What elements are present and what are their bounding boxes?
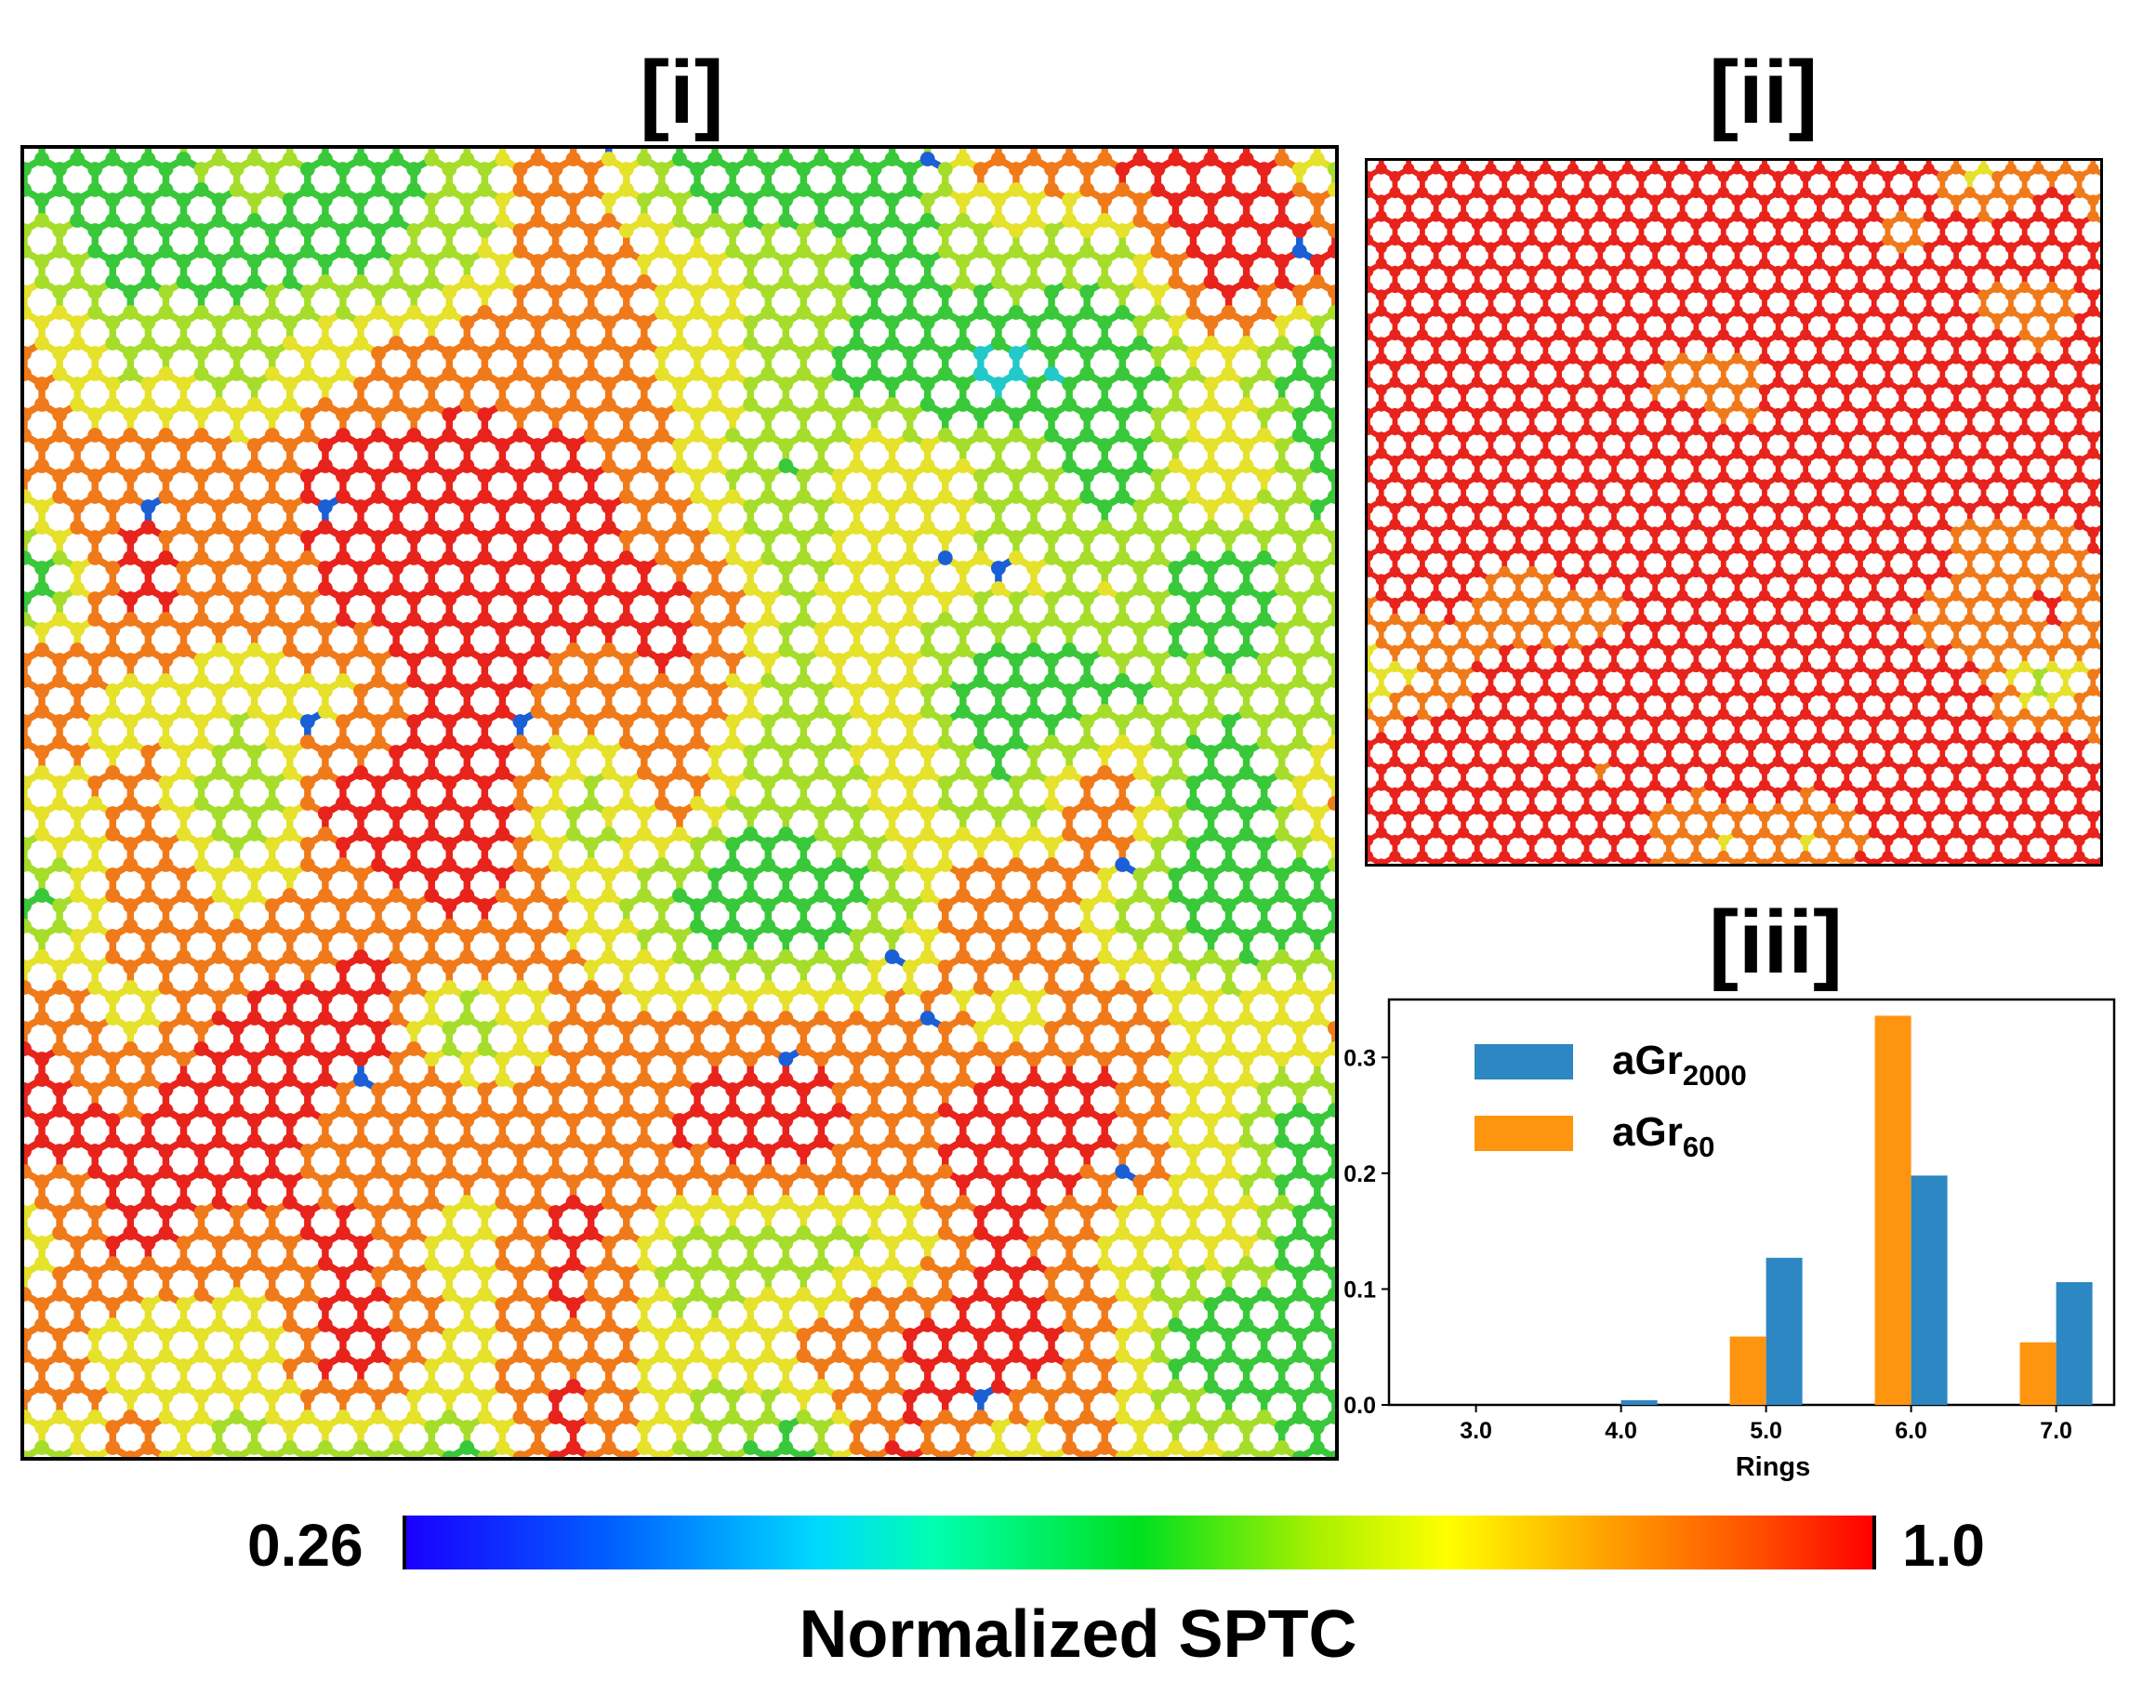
atom [34, 152, 49, 166]
atom [140, 152, 156, 166]
atom [530, 152, 546, 166]
atom [70, 152, 86, 166]
atom [158, 162, 174, 177]
atom [229, 162, 245, 177]
atom [336, 162, 351, 177]
panel-label-i: [i] [640, 43, 724, 142]
atom [371, 162, 386, 177]
atom [459, 152, 475, 166]
atom-layer [24, 152, 1335, 1457]
atom [424, 152, 440, 166]
atom [406, 162, 422, 177]
panel-label-ii: [ii] [1709, 43, 1819, 142]
atom [211, 152, 227, 166]
atom [123, 162, 139, 177]
atom [176, 152, 192, 166]
atom [442, 162, 457, 177]
atom [353, 152, 368, 166]
atom [87, 162, 103, 177]
atom [105, 152, 121, 166]
lattice-panel-i [20, 145, 1339, 1461]
atom [477, 162, 493, 177]
atom [282, 152, 298, 166]
atom [389, 152, 404, 166]
atom [317, 152, 333, 166]
lattice-image-i [24, 149, 1335, 1457]
atom [24, 162, 32, 177]
atom [299, 162, 315, 177]
atom [264, 162, 280, 177]
atom [52, 162, 68, 177]
panel-label-iii: [iii] [1709, 893, 1843, 992]
atom [246, 152, 262, 166]
atom [495, 152, 510, 166]
atom [193, 162, 209, 177]
